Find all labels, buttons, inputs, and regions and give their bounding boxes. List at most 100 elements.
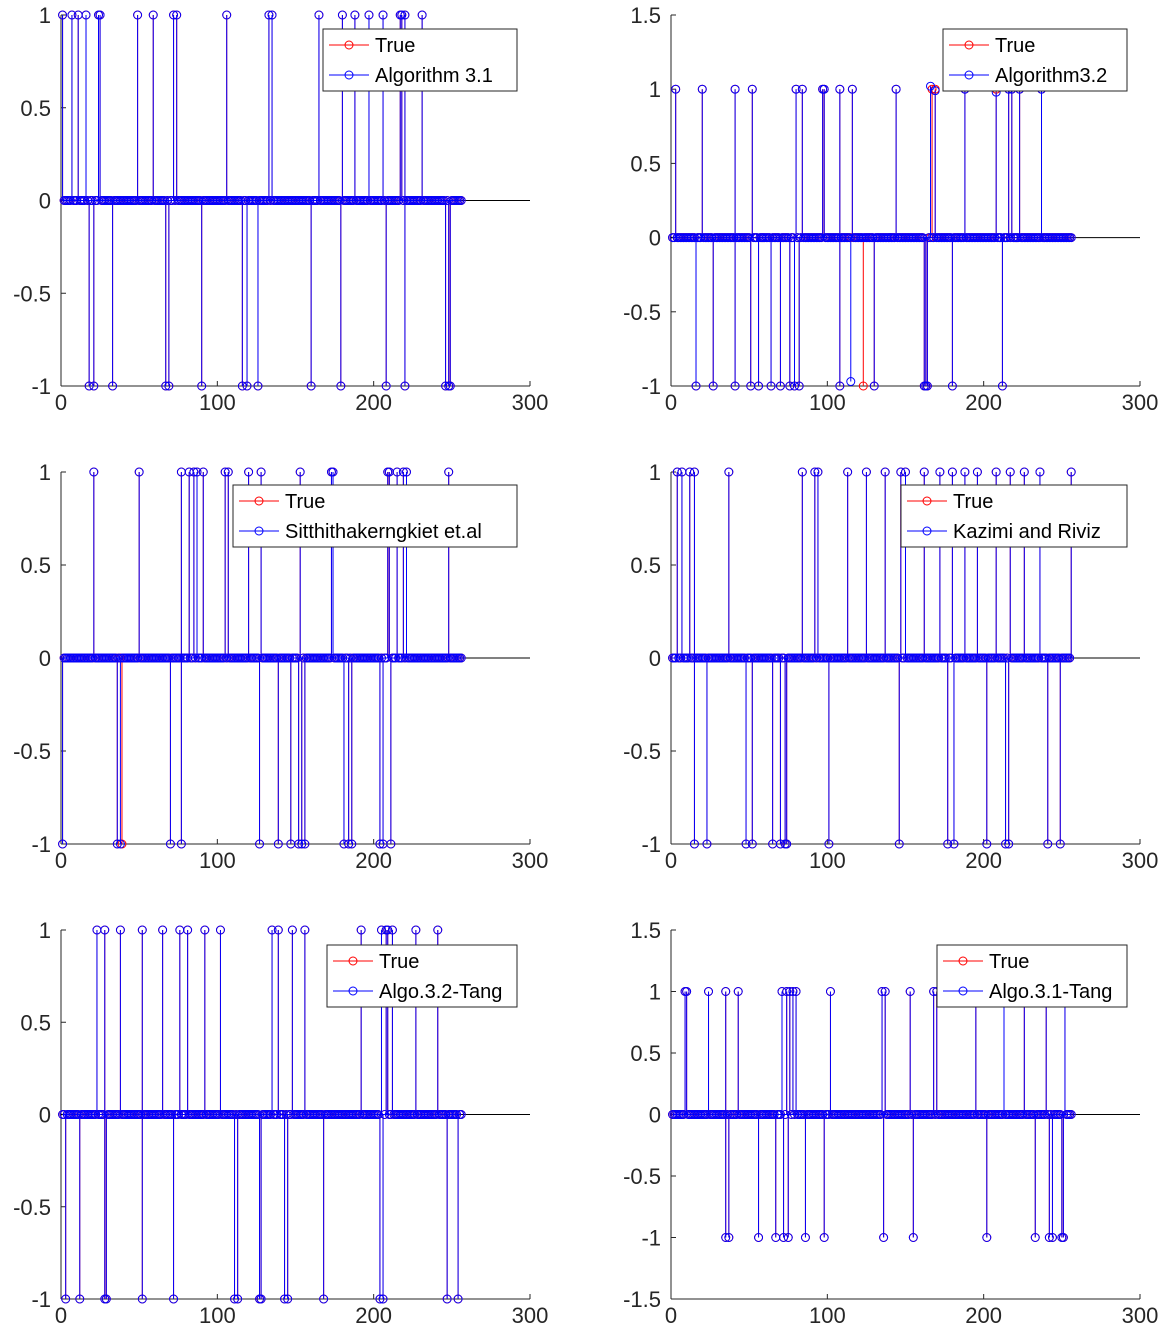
stem-marker [386,839,396,849]
stem-marker [112,839,122,849]
stem-marker [115,925,125,935]
series-estimate [58,925,466,1304]
x-tick-label: 100 [199,390,236,415]
stem-marker [791,84,801,94]
legend-swatch-marker [958,956,968,966]
stem-marker [89,381,99,391]
legend-entry: True [285,491,325,513]
x-tick-label: 0 [55,390,67,415]
stem-marker [766,381,776,391]
y-tick-label: -1 [31,374,51,399]
stem-marker [169,10,179,20]
stem-marker [256,467,266,477]
stem-marker [58,10,68,20]
legend: True Algo.3.1-Tang [936,944,1128,1008]
stem-marker [877,987,887,996]
legend-box [936,944,1128,1008]
stem-marker [280,1294,290,1304]
y-tick-label: 1 [39,918,51,943]
stem-marker [819,84,829,94]
stem-marker [905,987,915,996]
y-tick-label: 1.5 [630,3,661,28]
stem-marker [222,10,232,20]
stem-marker [378,10,388,20]
stem-marker [894,839,904,849]
legend-swatch-marker [348,986,358,996]
stem-marker [790,381,800,391]
stem-marker [220,467,230,477]
y-tick-label: -1 [641,1226,661,1251]
y-tick-label: -0.5 [623,1164,661,1189]
stem-marker [1043,839,1053,849]
stem-marker [721,987,731,996]
legend-box [232,484,518,548]
stem-marker [197,381,207,391]
stem-marker [846,377,856,387]
stem-marker [858,381,868,391]
legend-entry: Sitthithakerngkiet et.al [285,521,482,543]
legend-entry: True [379,951,419,973]
stem-marker [1005,467,1015,477]
stem-marker [901,467,910,477]
stem-marker [704,987,714,996]
stem-marker [267,925,277,935]
stem-marker [101,1294,111,1304]
stem-marker [244,467,254,477]
stem-marker [158,925,168,935]
stem-marker [797,84,807,94]
y-tick-label: 1 [39,3,51,28]
stem-marker [982,1233,992,1242]
stem-marker [947,467,957,477]
stem-marker [930,86,940,96]
stem-marker [67,10,77,20]
stem-marker [376,925,386,935]
stem-marker [115,839,125,849]
x-tick-label: 300 [1122,848,1159,873]
stem-marker [387,925,397,935]
legend: True Algorithm3.2 [942,28,1128,92]
legend-swatch-marker [348,956,358,966]
stem-marker [1001,839,1011,849]
y-tick-label: 0.5 [20,553,51,578]
stem-marker [328,467,338,477]
stem-marker [1004,839,1014,849]
y-tick-label: 0 [649,226,661,251]
y-tick-label: -1 [641,832,661,857]
stem-marker [797,467,807,477]
stem-marker [383,925,393,935]
stem-marker [314,10,324,20]
panel-algo-3-2-tang: 0 100 200 300 -1 -0.5 0 0.5 1 True Algo.3.2-Tang [13,918,548,1328]
stem-marker [791,987,801,996]
stem-marker [800,1233,810,1242]
legend-entry: Algo.3.1-Tang [989,981,1112,1003]
stem-marker [364,10,374,20]
stem-marker [1044,1233,1054,1242]
legend: True Kazimi and Riviz [900,484,1128,548]
stem-marker [824,839,834,849]
stem-marker [783,1233,793,1242]
stem-marker [441,381,451,391]
stem-marker [869,381,879,391]
stem-marker [337,10,347,20]
stem-marker [133,10,143,20]
x-tick-label: 300 [512,1303,549,1328]
series-estimate [668,467,1076,849]
stem-marker [233,1294,243,1304]
stem-marker [58,839,68,849]
stem-marker [997,381,1007,391]
stem-marker [242,381,252,391]
stem-marker [730,381,740,391]
stem-marker [81,10,91,20]
stem-marker [991,467,1001,477]
y-tick-label: 1 [649,980,661,1005]
stem-marker [375,839,385,849]
stem-marker [847,84,857,94]
y-tick-label: -1 [31,1287,51,1312]
series-estimate [668,987,1076,1242]
legend-swatch-marker [254,496,264,506]
stem-marker [161,381,171,391]
legend-swatch-marker [958,986,968,996]
stem-marker [794,381,804,391]
stem-marker [61,1294,71,1304]
stem-marker [176,839,186,849]
